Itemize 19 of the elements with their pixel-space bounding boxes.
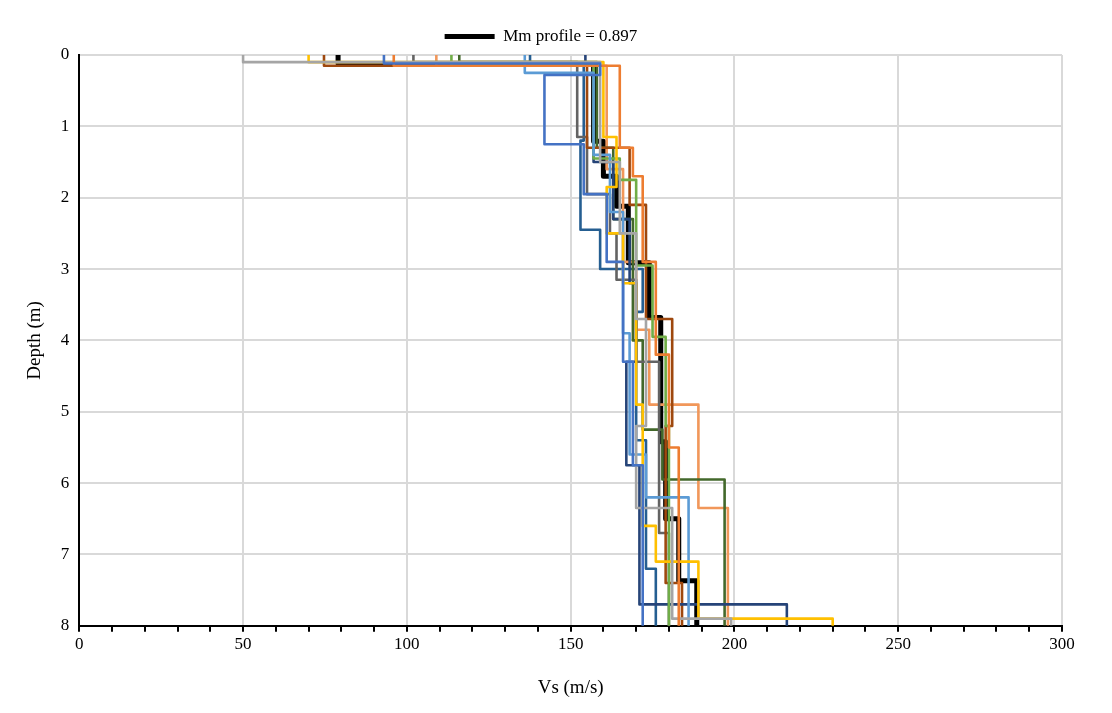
y-tick-label: 8	[60, 615, 70, 635]
x-tick-label: 0	[75, 634, 84, 654]
x-tick-label: 150	[557, 634, 584, 654]
x-tick-label: 200	[721, 634, 748, 654]
y-tick-label: 4	[60, 329, 70, 349]
y-tick-label: 2	[60, 187, 70, 207]
y-tick-label: 5	[60, 401, 70, 421]
legend-label: Mm profile = 0.897	[503, 25, 638, 45]
x-axis-title: Vs (m/s)	[537, 675, 604, 698]
x-tick-label: 300	[1049, 634, 1075, 654]
x-tick-label: 100	[394, 634, 420, 654]
y-tick-label: 7	[60, 543, 70, 563]
y-tick-label: 1	[60, 115, 70, 135]
x-tick-label: 250	[885, 634, 911, 654]
y-tick-label: 0	[60, 44, 70, 64]
y-axis-title: Depth (m)	[23, 301, 46, 380]
x-tick-label: 50	[234, 634, 252, 654]
y-tick-label: 3	[60, 258, 70, 278]
y-tick-label: 6	[60, 472, 70, 492]
